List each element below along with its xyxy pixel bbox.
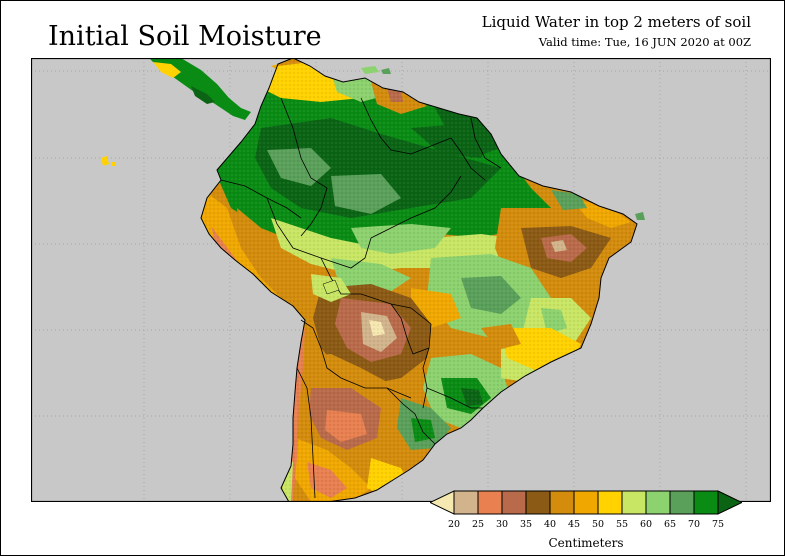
colorbar-tick-label: 60	[639, 519, 653, 530]
colorbar-swatch	[453, 490, 479, 515]
colorbar-tick-label: 70	[687, 519, 701, 530]
colorbar	[430, 490, 742, 515]
colorbar-swatch	[573, 490, 599, 515]
colorbar-tick-label: 50	[591, 519, 605, 530]
soil-moisture-map	[31, 58, 771, 502]
map-frame	[31, 58, 771, 502]
colorbar-tick-label: 75	[711, 519, 725, 530]
map-title: Initial Soil Moisture	[48, 21, 322, 52]
islands	[322, 212, 645, 295]
graticule	[31, 58, 771, 502]
colorbar-swatch	[477, 490, 503, 515]
colorbar-tick-label: 45	[567, 519, 581, 530]
colorbar-tick-label: 20	[447, 519, 461, 530]
colorbar-unit-label: Centimeters	[548, 536, 624, 550]
valid-time-label: Valid time: Tue, 16 JUN 2020 at 00Z	[538, 35, 751, 49]
colorbar-tick-label: 25	[471, 519, 485, 530]
colorbar-tick-label: 30	[495, 519, 509, 530]
colorbar-swatch	[693, 490, 719, 515]
variable-title: Liquid Water in top 2 meters of soil	[481, 13, 751, 31]
coastline	[200, 58, 638, 502]
colorbar-tick-labels: 20 25 30 35 40 45 50 55 60 65 70 75	[430, 519, 742, 533]
colorbar-swatch	[645, 490, 671, 515]
colorbar-swatch	[597, 490, 623, 515]
map-canvas	[31, 58, 771, 502]
colorbar-tick-label: 40	[543, 519, 557, 530]
colorbar-swatch	[669, 490, 695, 515]
country-borders	[220, 97, 502, 499]
colorbar-tick-label: 35	[519, 519, 533, 530]
colorbar-swatch	[549, 490, 575, 515]
colorbar-high-arrow	[717, 490, 742, 515]
colorbar-swatch	[525, 490, 551, 515]
colorbar-tick-label: 65	[663, 519, 677, 530]
colorbar-swatch	[621, 490, 647, 515]
colorbar-low-arrow	[430, 490, 455, 515]
colorbar-swatch	[501, 490, 527, 515]
colorbar-tick-label: 55	[615, 519, 629, 530]
